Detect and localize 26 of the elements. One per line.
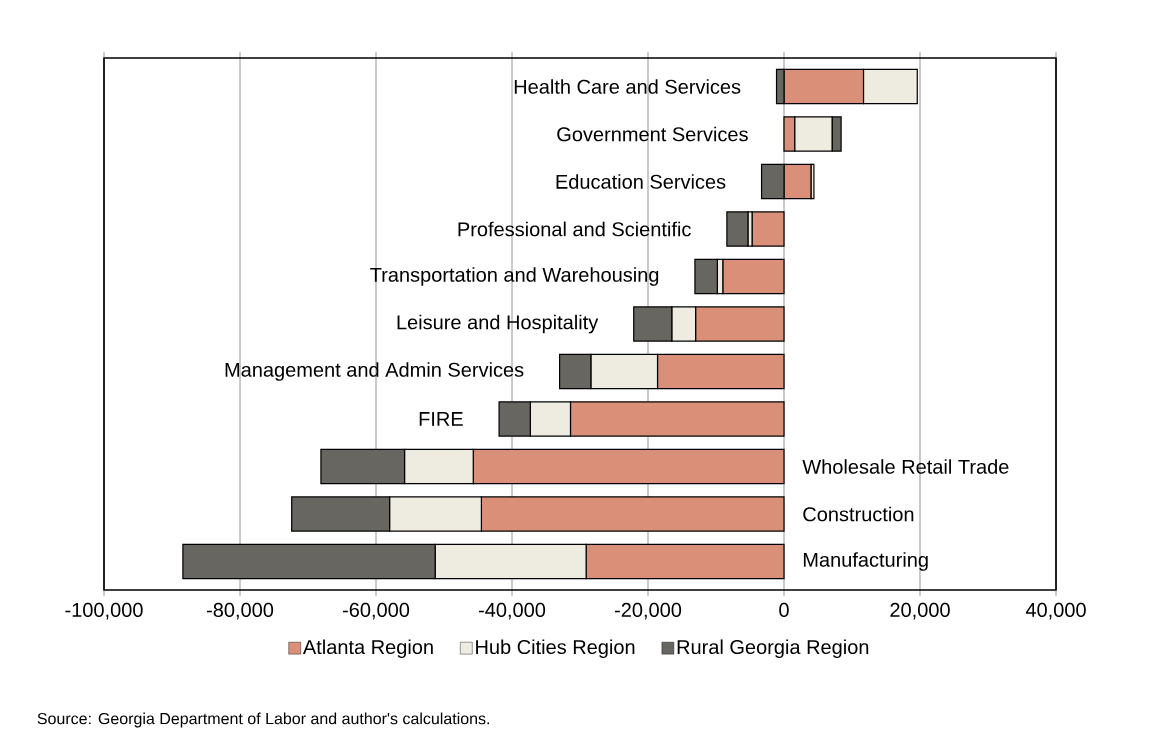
legend-label: Rural Georgia Region [677,639,869,659]
y-tick-label: Leisure and Hospitality [397,314,599,334]
y-tick-label: FIRE [419,412,463,426]
bar [726,211,749,247]
x-tick-label: -20,000 [614,602,682,620]
bar [722,258,785,295]
x-tick-label: 20,000 [890,602,950,620]
x-tick-label: -40,000 [478,602,546,620]
x-tick-label: -100,000 [65,602,143,620]
x-tick-label: -80,000 [206,602,274,620]
source-note: Source: Georgia Department of Labor and author's calculations. [37,712,490,728]
y-tick-label: Management and Admin Services [225,362,524,381]
x-tick-label: 0 [779,602,789,618]
y-tick-label: Education Services [556,174,726,189]
y-tick-label: Health Care and Services [514,79,741,94]
x-tick-label: -60,000 [342,602,410,620]
y-tick-label: Transportation and Warehousing [370,267,659,286]
y-tick-label: Government Services [557,126,748,142]
x-tick-label: 40,000 [1025,602,1086,620]
y-tick-label: Manufacturing [803,552,928,571]
legend-label: Hub Cities Region [476,639,635,659]
y-tick-label: Professional and Scientific [458,221,691,237]
legend-label: Atlanta Region [302,639,433,659]
y-tick-label: Wholesale Retail Trade [802,459,1009,474]
y-tick-label: Construction [803,506,914,522]
bar [751,211,785,247]
